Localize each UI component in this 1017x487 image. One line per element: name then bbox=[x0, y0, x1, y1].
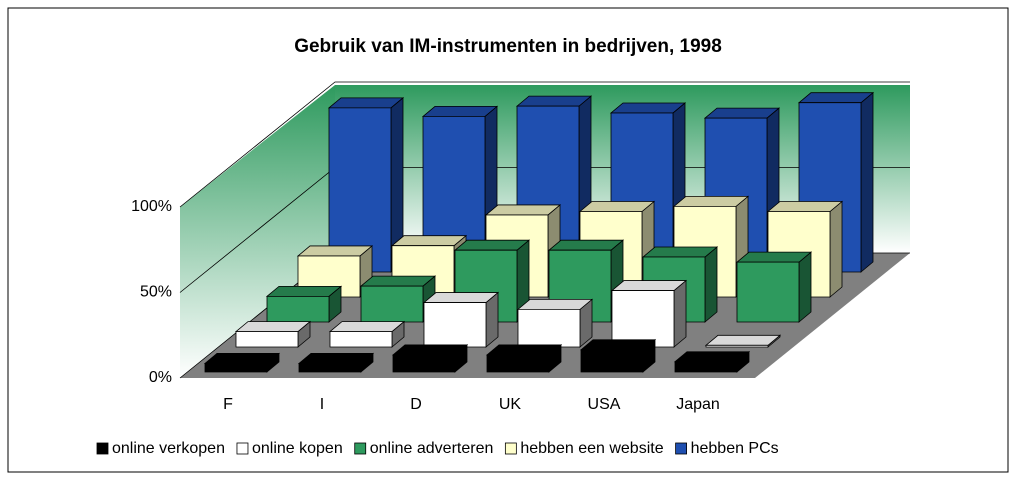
bar bbox=[673, 350, 751, 373]
bar-face bbox=[266, 295, 330, 323]
bar bbox=[704, 334, 782, 348]
bar-face bbox=[579, 339, 657, 351]
x-tick-label: I bbox=[320, 396, 324, 413]
y-tick-label: 100% bbox=[131, 198, 172, 215]
bar-face bbox=[517, 308, 581, 348]
bar-face bbox=[609, 102, 687, 114]
bar bbox=[485, 344, 563, 373]
legend-swatch bbox=[504, 442, 517, 455]
bar bbox=[579, 338, 657, 373]
x-tick-label: Japan bbox=[676, 396, 720, 413]
bar-face bbox=[359, 275, 437, 287]
bar-face bbox=[798, 251, 812, 323]
bar-face bbox=[453, 239, 531, 251]
legend-label: online adverteren bbox=[370, 440, 494, 457]
bar-face bbox=[203, 353, 281, 364]
bar-face bbox=[797, 92, 875, 104]
bar-face bbox=[327, 97, 405, 109]
bar bbox=[328, 320, 406, 348]
bar-face bbox=[422, 292, 500, 303]
legend-swatch bbox=[354, 442, 367, 455]
chart-title: Gebruik van IM-instrumenten in bedrijven… bbox=[294, 36, 722, 57]
bar-face bbox=[485, 344, 563, 356]
bar-face bbox=[484, 204, 562, 216]
bar-face bbox=[672, 195, 750, 207]
bar-face bbox=[390, 235, 468, 247]
bar-face bbox=[673, 351, 751, 363]
bar-face bbox=[766, 201, 844, 212]
bar-face bbox=[298, 363, 362, 373]
bar-face bbox=[423, 302, 487, 348]
x-tick-label: UK bbox=[499, 396, 522, 413]
bar bbox=[422, 291, 500, 348]
legend-label: hebben PCs bbox=[691, 440, 779, 457]
bar-face bbox=[704, 246, 718, 323]
legend-swatch bbox=[96, 442, 109, 455]
bar-face bbox=[360, 285, 424, 323]
bar-face bbox=[704, 334, 782, 346]
bar-face bbox=[391, 344, 469, 356]
x-tick-label: D bbox=[410, 396, 422, 413]
bar-face bbox=[329, 331, 393, 348]
bar-face bbox=[328, 321, 406, 333]
bar bbox=[234, 320, 312, 348]
bar-face bbox=[703, 107, 781, 119]
y-tick-label: 0% bbox=[149, 369, 172, 386]
legend-swatch bbox=[675, 442, 687, 455]
bar-face bbox=[578, 201, 656, 212]
legend-label: hebben een website bbox=[520, 440, 663, 457]
bar-face bbox=[547, 239, 625, 251]
bar-face bbox=[235, 331, 299, 348]
bar-face bbox=[736, 261, 800, 323]
bar-face bbox=[486, 354, 550, 373]
bar bbox=[265, 285, 343, 323]
legend-label: online kopen bbox=[252, 440, 343, 457]
bar-face bbox=[611, 290, 675, 348]
bar-face bbox=[735, 251, 813, 263]
bar-face bbox=[516, 298, 594, 310]
bar-face bbox=[674, 361, 738, 373]
x-tick-label: F bbox=[223, 396, 233, 413]
bar bbox=[297, 352, 375, 373]
grid-line bbox=[179, 81, 910, 208]
bar-face bbox=[421, 105, 499, 117]
legend-label: online verkopen bbox=[112, 440, 225, 457]
left-wall bbox=[180, 85, 335, 378]
bar-face bbox=[829, 200, 843, 298]
bar bbox=[735, 251, 813, 323]
bar-face bbox=[860, 91, 874, 273]
bar-face bbox=[515, 95, 593, 107]
bar-face bbox=[265, 285, 343, 297]
bar-face bbox=[580, 349, 644, 373]
bar bbox=[516, 298, 594, 348]
bar-face bbox=[705, 344, 769, 348]
bar-face bbox=[673, 279, 687, 348]
bar bbox=[391, 344, 469, 373]
bar-face bbox=[610, 280, 688, 291]
x-tick-label: USA bbox=[588, 396, 621, 413]
bar bbox=[610, 279, 688, 348]
bar bbox=[203, 352, 281, 373]
bar-face bbox=[296, 245, 374, 257]
y-tick-label: 50% bbox=[140, 284, 172, 301]
bar-face bbox=[392, 354, 456, 373]
bar-face bbox=[234, 321, 312, 333]
bar-face bbox=[204, 363, 268, 373]
bar-face bbox=[297, 353, 375, 364]
bar-face bbox=[641, 246, 719, 258]
legend-swatch bbox=[236, 442, 249, 455]
